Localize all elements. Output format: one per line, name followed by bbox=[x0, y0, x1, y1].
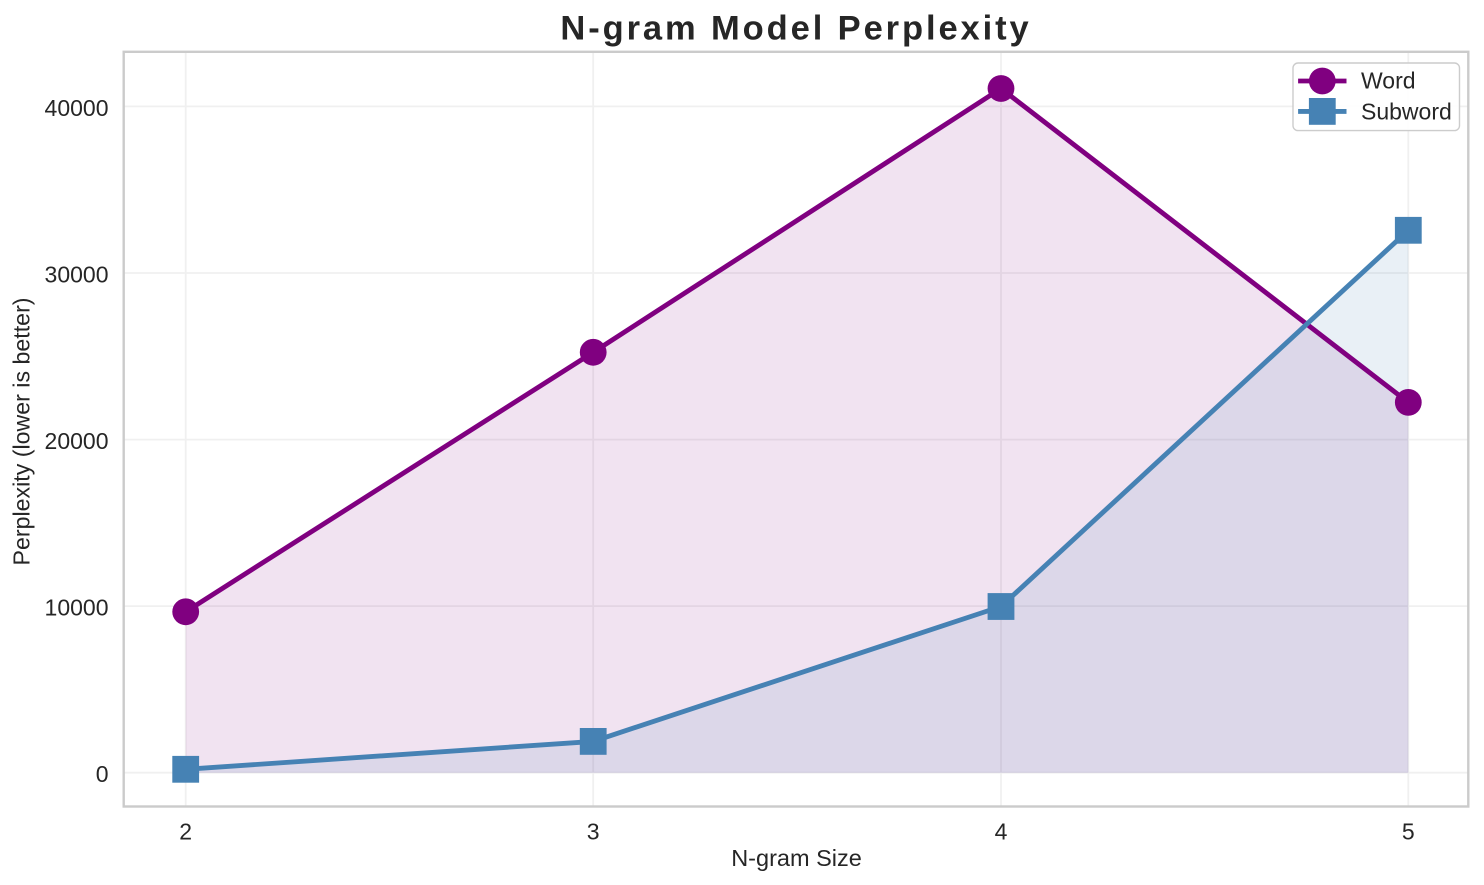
svg-text:10000: 10000 bbox=[45, 595, 109, 621]
svg-text:30000: 30000 bbox=[45, 261, 109, 287]
svg-text:N-gram Model Perplexity: N-gram Model Perplexity bbox=[560, 10, 1031, 48]
svg-text:40000: 40000 bbox=[45, 95, 109, 121]
svg-text:Subword: Subword bbox=[1361, 98, 1452, 124]
svg-text:4: 4 bbox=[995, 819, 1008, 845]
svg-text:5: 5 bbox=[1402, 819, 1415, 845]
svg-text:0: 0 bbox=[96, 761, 109, 787]
svg-text:Perplexity (lower is better): Perplexity (lower is better) bbox=[9, 297, 35, 565]
svg-text:3: 3 bbox=[587, 819, 600, 845]
svg-text:Word: Word bbox=[1361, 68, 1416, 94]
svg-text:20000: 20000 bbox=[45, 428, 109, 454]
svg-text:N-gram Size: N-gram Size bbox=[731, 845, 862, 871]
svg-text:2: 2 bbox=[179, 819, 192, 845]
